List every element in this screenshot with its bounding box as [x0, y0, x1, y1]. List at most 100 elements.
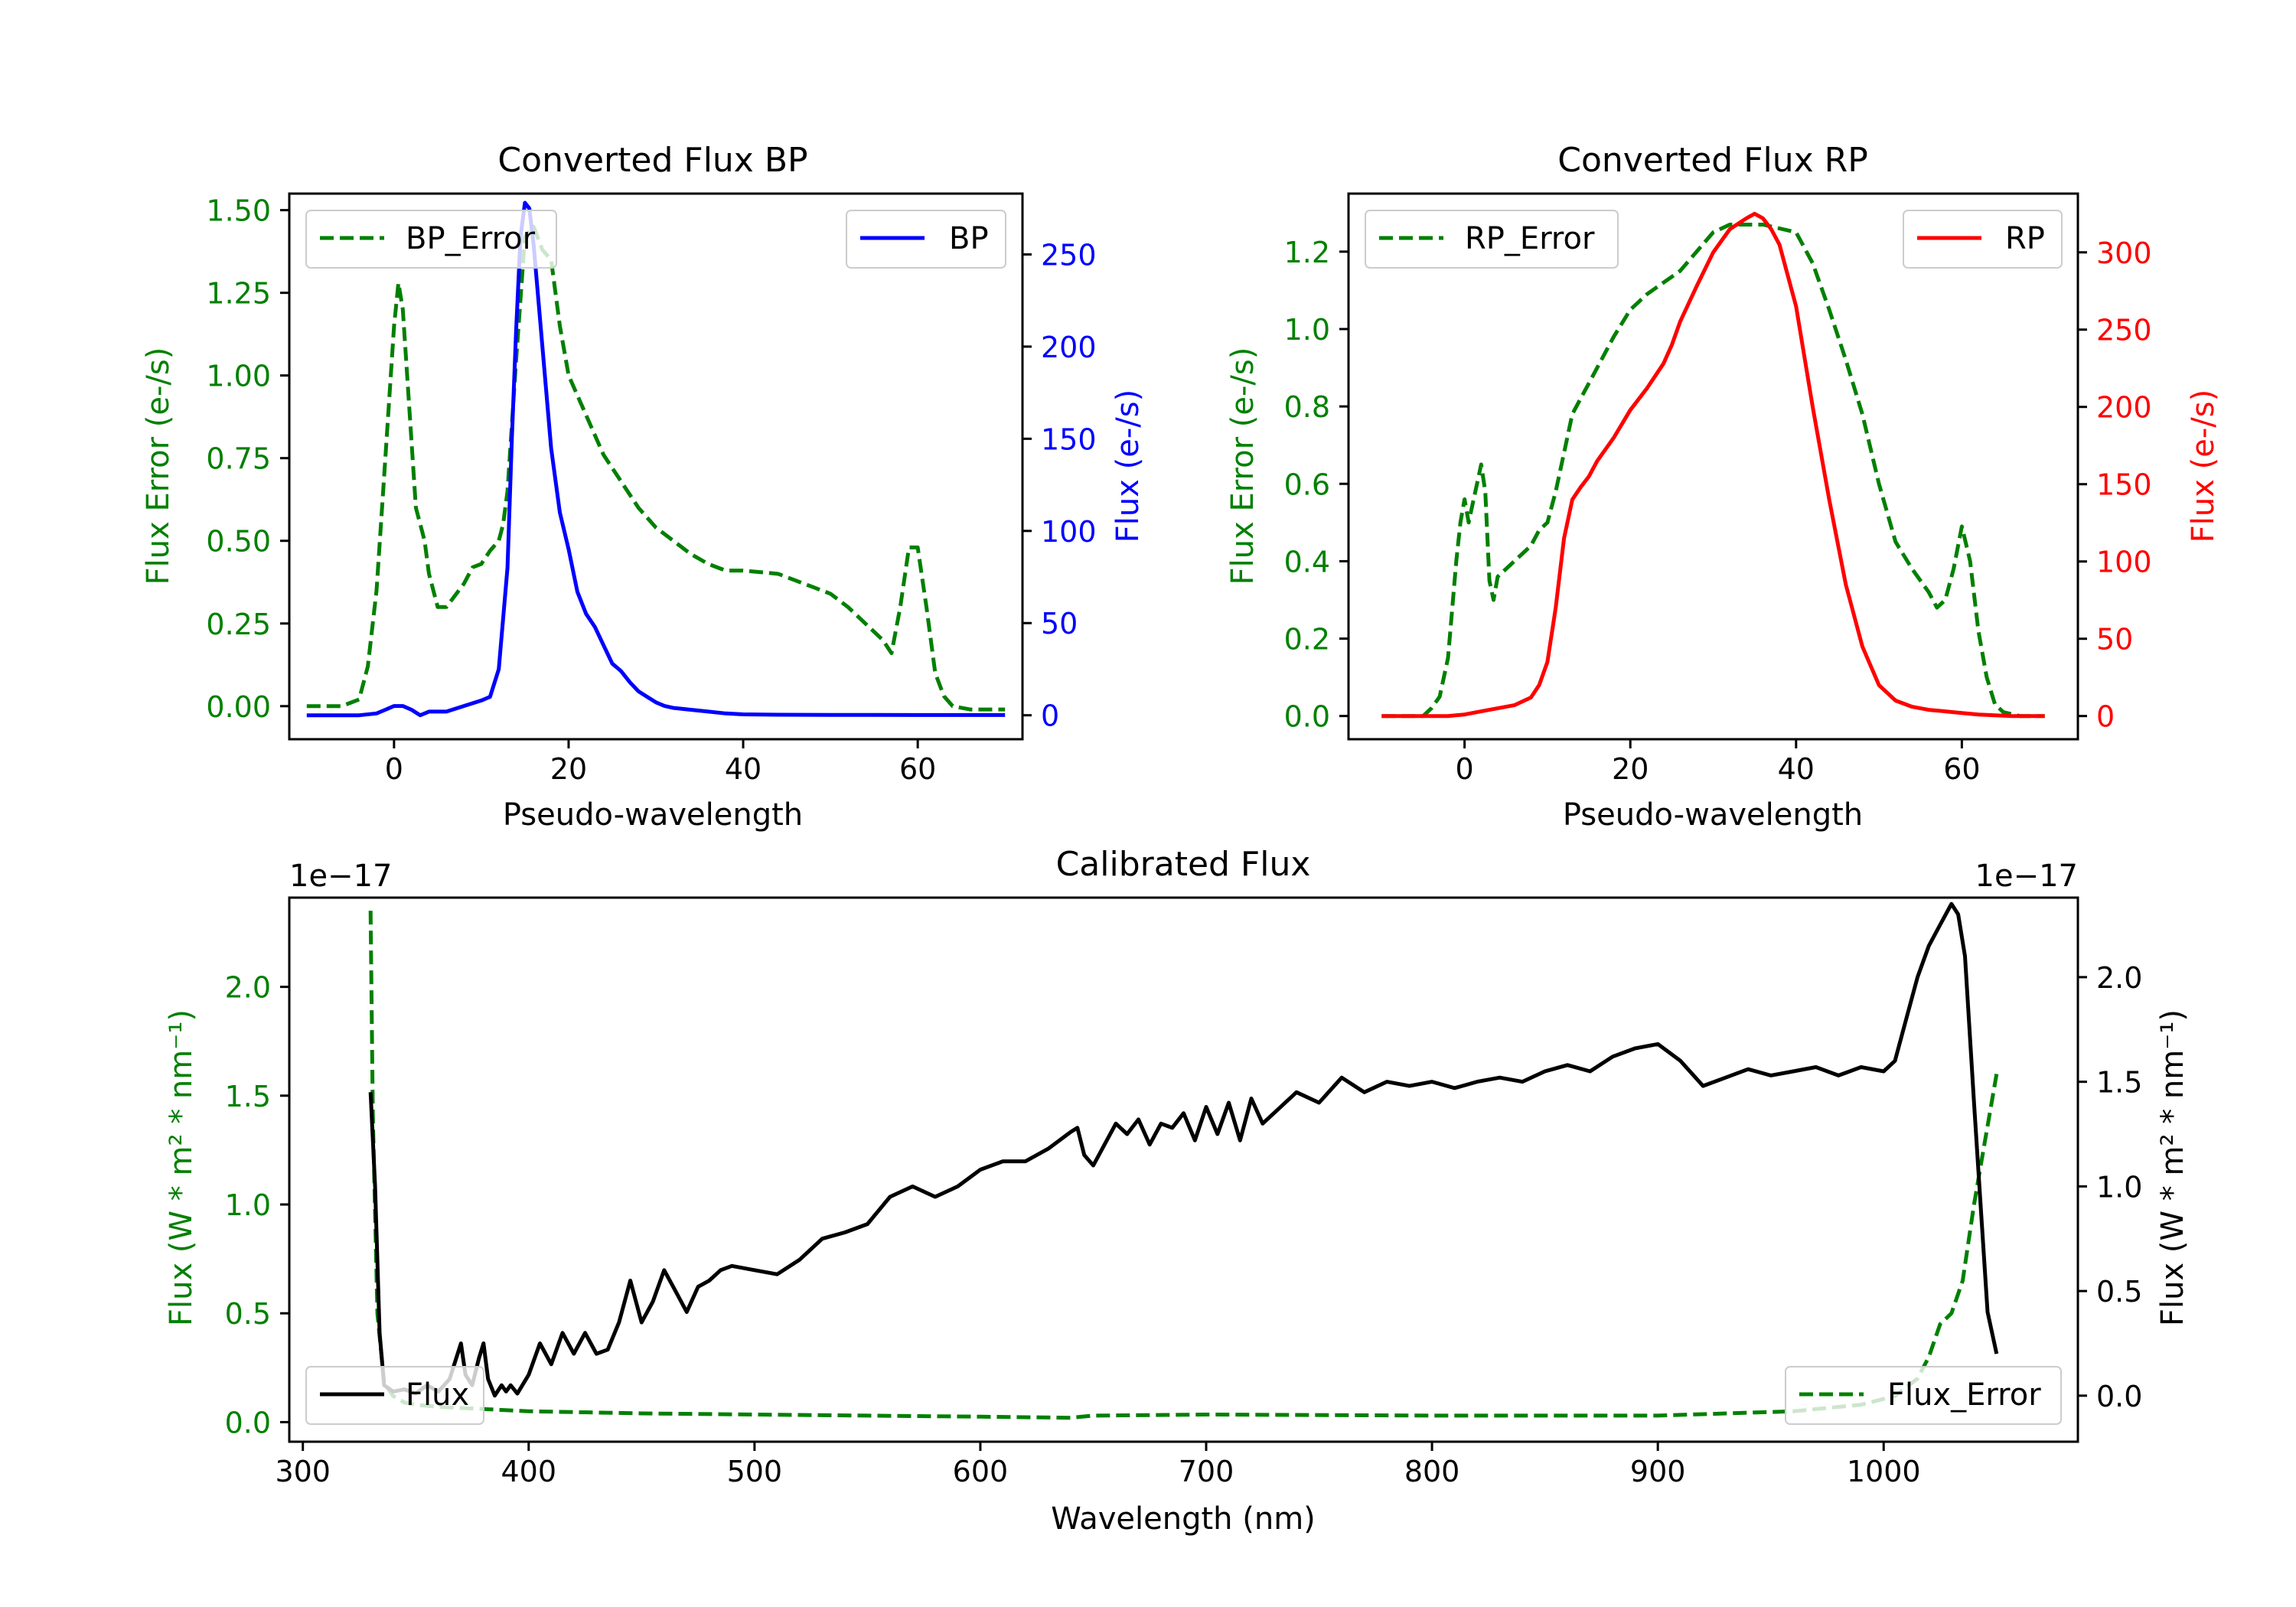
cal-x-tick-label: 500: [727, 1455, 783, 1488]
cal-y-left-tick-label: 0.5: [225, 1297, 271, 1331]
cal-y-right-tick-label: 0.0: [2096, 1380, 2142, 1413]
cal-x-tick: 500: [727, 1442, 783, 1488]
cal-y-left-tick: 0.0: [225, 1406, 289, 1439]
rp-legend-flux: RP: [1903, 210, 2063, 269]
bp-y-left-tick-label: 0.00: [206, 690, 271, 724]
rp-y-right-tick-label: 0: [2096, 700, 2115, 734]
bp-x-tick: 0: [385, 739, 403, 786]
cal-y-right-tick: 2.0: [2078, 961, 2142, 995]
cal-y-left-tick: 0.5: [225, 1297, 289, 1331]
rp-y-right-tick: 100: [2078, 546, 2152, 579]
bp-y-right-tick: 0: [1022, 699, 1059, 733]
cal-y-left-tick: 2.0: [225, 971, 289, 1005]
cal-y-right-tick-label: 1.0: [2096, 1170, 2142, 1204]
bp-y-axis-left-label: Flux Error (e-/s): [141, 347, 176, 585]
rp-y-left-tick: 0.8: [1284, 390, 1349, 424]
cal-x-tick: 900: [1630, 1442, 1685, 1488]
cal-axes-frame: [288, 896, 2079, 1443]
bp-y-right-ticks: 0 50 100 150 200 250: [1022, 238, 1097, 733]
cal-y-left-tick-label: 1.0: [225, 1188, 271, 1222]
rp-axes-frame: [1347, 192, 2079, 741]
rp-y-left-ticks: 0.0 0.2 0.4 0.6 0.8 1.0 1.2: [1284, 236, 1349, 734]
cal-chart-title: Calibrated Flux: [1056, 845, 1311, 884]
rp-y-right-tick-label: 100: [2096, 546, 2152, 579]
cal-flux-line: [368, 901, 1999, 1398]
bp-y-left-tick: 1.50: [206, 194, 289, 228]
rp-y-axis-left-label: Flux Error (e-/s): [1225, 347, 1261, 585]
cal-y-right-tick-label: 1.5: [2096, 1066, 2142, 1100]
cal-y-left-ticks: 0.0 0.5 1.0 1.5 2.0: [225, 971, 289, 1439]
cal-y-left-tick-label: 0.0: [225, 1406, 271, 1439]
bp-y-right-tick: 50: [1022, 607, 1078, 641]
cal-x-tick-label: 700: [1179, 1455, 1234, 1488]
cal-x-tick: 600: [953, 1442, 1009, 1488]
rp-flux-panel: Converted Flux RP Pseudo-wavelength Flux…: [1225, 141, 2221, 833]
bp-y-left-tick: 0.50: [206, 525, 289, 559]
rp-y-left-tick-label: 1.0: [1284, 313, 1330, 347]
bp-y-left-tick: 1.00: [206, 360, 289, 393]
bp-y-left-ticks: 0.00 0.25 0.50 0.75 1.00 1.25 1.50: [206, 194, 289, 724]
rp-y-left-tick: 0.0: [1284, 700, 1349, 734]
rp-x-axis-label: Pseudo-wavelength: [1563, 797, 1863, 833]
rp-x-tick: 60: [1943, 739, 1981, 786]
bp-y-right-tick-label: 100: [1041, 515, 1097, 549]
rp-y-left-tick: 0.2: [1284, 623, 1349, 657]
rp-chart-title: Converted Flux RP: [1557, 141, 1868, 180]
cal-legend-flux: Flux: [305, 1366, 484, 1425]
bp-x-ticks: 0 20 40 60: [385, 739, 936, 786]
cal-y-right-tick: 1.5: [2078, 1066, 2142, 1100]
rp-y-right-ticks: 0 50 100 150 200 250 300: [2078, 236, 2152, 734]
cal-y-axis-right-label: Flux (W * m² * nm⁻¹): [2155, 1009, 2190, 1326]
rp-y-right-tick: 0: [2078, 700, 2115, 734]
rp-error-line: [1381, 223, 2045, 719]
rp-y-left-tick-label: 1.2: [1284, 236, 1330, 269]
bp-y-right-tick: 100: [1022, 515, 1097, 549]
bp-y-right-tick: 200: [1022, 331, 1097, 364]
cal-x-tick-label: 600: [953, 1455, 1009, 1488]
rp-legend-flux-label: RP: [2005, 221, 2045, 256]
bp-x-tick-label: 0: [385, 752, 403, 786]
bp-y-axis-right-label: Flux (e-/s): [1110, 390, 1146, 543]
cal-x-tick: 1000: [1847, 1442, 1921, 1488]
rp-x-tick-label: 20: [1612, 752, 1649, 786]
rp-y-left-tick-label: 0.0: [1284, 700, 1330, 734]
bp-x-tick: 60: [899, 739, 936, 786]
bp-legend-flux: BP: [846, 210, 1006, 269]
cal-y-right-tick: 1.0: [2078, 1170, 2142, 1204]
cal-x-tick-label: 400: [501, 1455, 557, 1488]
rp-y-right-tick: 300: [2078, 236, 2152, 270]
cal-x-tick: 300: [275, 1442, 331, 1488]
cal-y-left-tick: 1.0: [225, 1188, 289, 1222]
bp-legend-flux-label: BP: [949, 221, 989, 256]
rp-x-tick-label: 40: [1778, 752, 1815, 786]
rp-x-tick: 20: [1612, 739, 1649, 786]
cal-x-tick-label: 300: [275, 1455, 331, 1488]
cal-y-right-tick: 0.5: [2078, 1275, 2142, 1309]
bp-axes-frame: [288, 192, 1024, 741]
rp-y-right-tick-label: 250: [2096, 314, 2152, 347]
bp-x-axis-label: Pseudo-wavelength: [503, 797, 803, 833]
cal-x-tick: 800: [1404, 1442, 1459, 1488]
rp-y-right-tick: 50: [2078, 623, 2133, 657]
rp-y-right-tick-label: 150: [2096, 468, 2152, 502]
rp-x-tick: 0: [1456, 739, 1474, 786]
bp-chart-title: Converted Flux BP: [497, 141, 807, 180]
rp-x-tick-label: 0: [1456, 752, 1474, 786]
rp-y-right-tick: 150: [2078, 468, 2152, 502]
cal-offset-right: 1e−17: [1975, 859, 2078, 894]
bp-y-left-tick-label: 0.50: [206, 525, 271, 559]
cal-y-left-tick-label: 2.0: [225, 971, 271, 1005]
bp-y-left-tick: 0.25: [206, 608, 289, 641]
cal-y-right-tick-label: 0.5: [2096, 1275, 2142, 1309]
rp-y-left-tick-label: 0.4: [1284, 545, 1330, 579]
bp-y-right-tick-label: 0: [1041, 699, 1059, 733]
cal-x-tick: 400: [501, 1442, 557, 1488]
bp-x-tick-label: 40: [725, 752, 762, 786]
bp-y-left-tick-label: 1.00: [206, 360, 271, 393]
bp-y-left-tick: 0.75: [206, 442, 289, 476]
calibrated-flux-panel: Calibrated Flux Wavelength (nm) Flux (W …: [164, 845, 2190, 1537]
rp-legend-error: RP_Error: [1365, 210, 1619, 269]
bp-y-left-tick: 1.25: [206, 277, 289, 311]
rp-y-right-tick-label: 50: [2096, 623, 2133, 657]
